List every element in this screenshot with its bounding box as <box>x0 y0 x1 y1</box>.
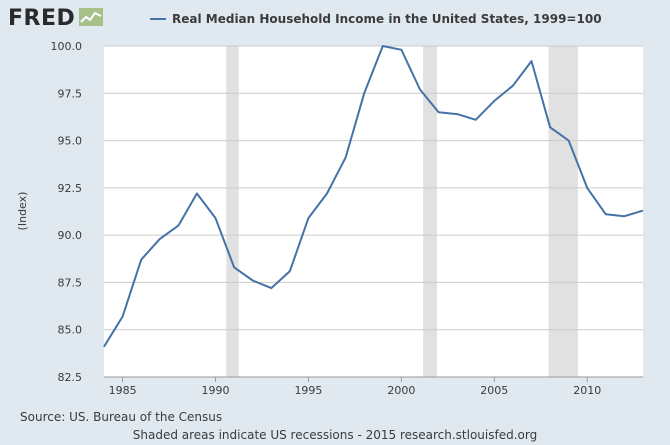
data-point <box>194 191 200 197</box>
data-point <box>361 90 367 96</box>
y-tick-label: 92.5 <box>58 182 83 195</box>
data-point <box>528 58 534 64</box>
data-point <box>473 117 479 123</box>
data-point <box>417 87 423 93</box>
data-point <box>621 213 627 219</box>
data-point <box>250 278 256 284</box>
data-point <box>101 344 107 350</box>
y-tick-label: 95.0 <box>58 135 83 148</box>
data-point <box>343 155 349 161</box>
x-tick-label: 2010 <box>573 384 601 397</box>
chart-legend: Real Median Household Income in the Unit… <box>150 12 602 26</box>
y-tick-label: 85.0 <box>58 324 83 337</box>
x-tick-label: 2000 <box>387 384 415 397</box>
data-point <box>268 285 274 291</box>
recession-band-0 <box>226 46 239 377</box>
data-point <box>584 185 590 191</box>
data-point <box>324 191 330 197</box>
data-point <box>603 211 609 217</box>
x-tick-label: 2005 <box>480 384 508 397</box>
data-point <box>491 98 497 104</box>
data-point <box>287 268 293 274</box>
data-point <box>380 43 386 49</box>
fred-logo[interactable]: FRED <box>8 6 104 31</box>
data-point <box>398 47 404 53</box>
logo-text: FRED <box>8 6 76 31</box>
data-point <box>175 223 181 229</box>
y-axis-label: (Index) <box>16 192 29 231</box>
x-tick-label: 1990 <box>202 384 230 397</box>
source-text: Source: US. Bureau of the Census <box>20 410 223 424</box>
data-point <box>566 138 572 144</box>
x-tick-label: 1995 <box>294 384 322 397</box>
recession-note: Shaded areas indicate US recessions - 20… <box>132 428 538 442</box>
data-point <box>640 208 646 214</box>
data-point <box>436 109 442 115</box>
y-tick-label: 100.0 <box>51 40 83 53</box>
y-tick-label: 82.5 <box>58 371 83 384</box>
data-point <box>120 313 126 319</box>
header: FRED Real Median Household Income in the… <box>0 0 670 40</box>
data-point <box>231 264 237 270</box>
data-point <box>213 215 219 221</box>
y-tick-label: 90.0 <box>58 229 83 242</box>
data-point <box>138 257 144 263</box>
series-line-0 <box>103 45 644 348</box>
data-point <box>510 83 516 89</box>
data-point <box>547 124 553 130</box>
data-point <box>454 111 460 117</box>
y-tick-label: 87.5 <box>58 276 83 289</box>
legend-swatch <box>150 18 166 20</box>
trend-line-icon <box>79 7 104 30</box>
y-tick-label: 97.5 <box>58 87 83 100</box>
data-point <box>157 236 163 242</box>
recession-band-2 <box>548 46 578 377</box>
data-point <box>305 215 311 221</box>
recession-band-1 <box>423 46 438 377</box>
x-tick-label: 1985 <box>109 384 137 397</box>
legend-label: Real Median Household Income in the Unit… <box>172 12 602 26</box>
